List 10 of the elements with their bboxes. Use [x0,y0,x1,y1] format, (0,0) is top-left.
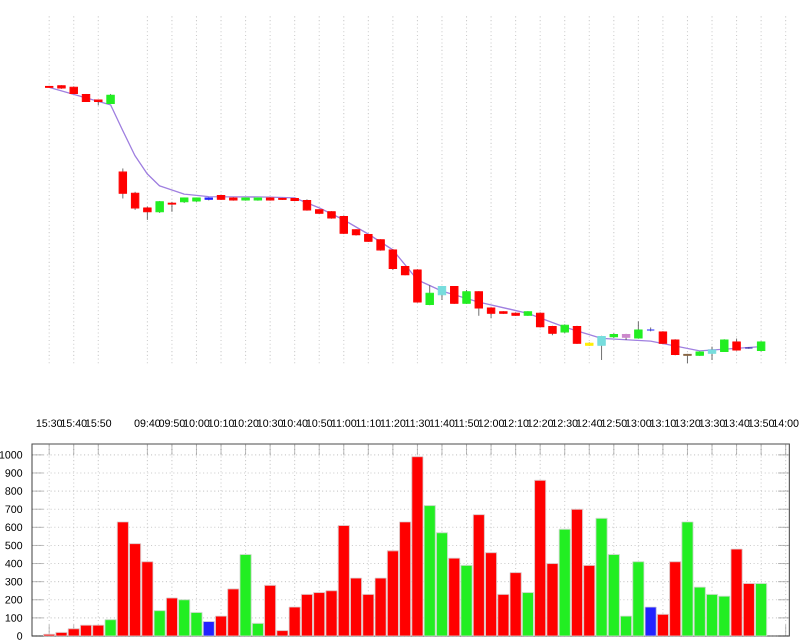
candlestick [388,248,398,271]
candlestick [118,168,128,199]
candlestick [707,346,717,361]
candlestick [597,335,606,361]
candlestick [130,191,140,211]
candlestick [437,285,447,301]
candlestick [167,201,177,213]
candlestick [413,268,422,303]
candlestick [474,290,484,317]
candlestick [486,307,496,319]
